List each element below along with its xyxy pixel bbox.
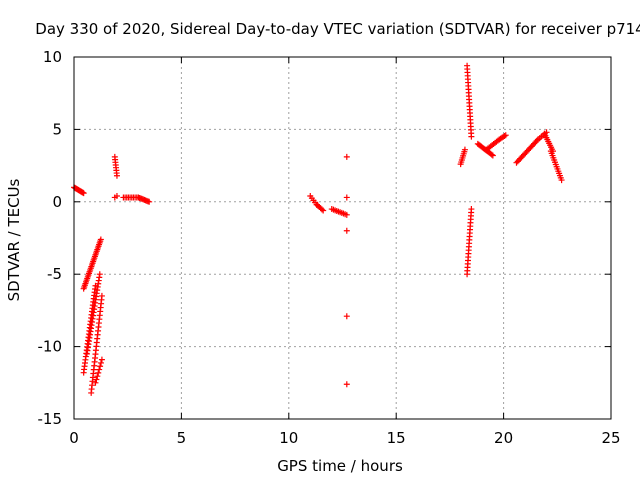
data-point	[320, 207, 327, 214]
x-axis-label: GPS time / hours	[277, 457, 403, 475]
data-point	[343, 153, 350, 160]
data-point	[113, 172, 120, 179]
data-point	[98, 292, 105, 299]
data-point	[461, 146, 468, 153]
y-tick-label: 5	[52, 120, 62, 138]
data-point	[94, 373, 101, 380]
data-point	[80, 190, 87, 197]
x-tick-label: 15	[387, 429, 406, 447]
data-point	[97, 363, 104, 370]
data-point	[97, 236, 104, 243]
data-point	[92, 379, 99, 386]
x-tick-label: 0	[69, 429, 79, 447]
data-point	[488, 151, 495, 158]
x-tick-label: 5	[177, 429, 187, 447]
y-tick-label: -15	[38, 410, 63, 428]
data-point	[501, 133, 508, 140]
data-point	[93, 376, 100, 383]
y-tick-label: 0	[52, 193, 62, 211]
data-point	[98, 356, 105, 363]
x-tick-label: 20	[494, 429, 513, 447]
data-point	[489, 152, 496, 159]
plot-frame	[73, 56, 612, 420]
data-point	[343, 381, 350, 388]
grid-lines	[74, 57, 611, 419]
data-point	[502, 132, 509, 139]
data-point	[468, 133, 475, 140]
data-series	[71, 62, 565, 396]
data-point	[113, 193, 120, 200]
data-point	[533, 137, 540, 144]
data-point	[146, 198, 153, 205]
data-point	[468, 206, 475, 213]
y-tick-label: 10	[43, 48, 62, 66]
axis-ticks: 0 5 10 15 20 25 -15 -10 -5 0 5 10	[38, 48, 621, 447]
x-tick-label: 25	[601, 429, 620, 447]
data-point	[96, 271, 103, 278]
data-point	[343, 211, 350, 218]
chart-title: Day 330 of 2020, Sidereal Day-to-day VTE…	[35, 20, 640, 38]
data-point	[343, 227, 350, 234]
x-tick-label: 10	[279, 429, 298, 447]
y-tick-label: -5	[47, 265, 62, 283]
data-point	[98, 359, 105, 366]
y-tick-label: -10	[38, 338, 63, 356]
data-point	[95, 369, 102, 376]
data-point	[343, 313, 350, 320]
data-point	[318, 206, 325, 213]
data-point	[343, 194, 350, 201]
y-axis-label: SDTVAR / TECUs	[5, 178, 23, 301]
data-point	[96, 366, 103, 373]
data-point	[558, 177, 565, 184]
